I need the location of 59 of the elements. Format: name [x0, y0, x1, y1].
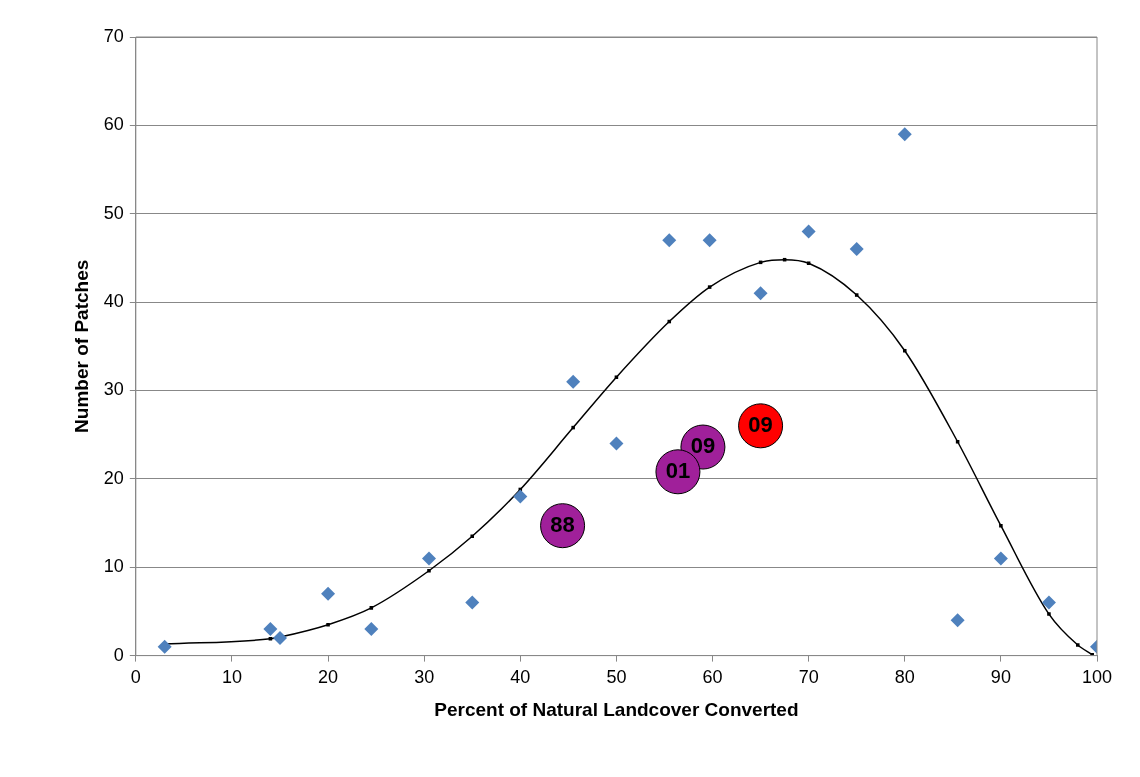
point	[753, 286, 768, 301]
point	[1076, 643, 1080, 647]
point	[903, 348, 907, 353]
series-label: 01	[665, 457, 691, 483]
x-tick-label: 0	[130, 667, 141, 688]
point	[427, 569, 431, 573]
point	[950, 613, 965, 628]
y-tick-label: 30	[103, 379, 124, 400]
point	[157, 639, 172, 654]
x-tick-label: 80	[894, 667, 915, 688]
y-tick-label: 0	[113, 644, 124, 665]
y-tick-label: 60	[103, 114, 124, 135]
y-tick-label: 40	[103, 291, 124, 312]
point	[465, 595, 480, 610]
y-tick-label: 70	[103, 25, 124, 46]
point	[993, 551, 1008, 566]
y-tick-label: 20	[103, 467, 124, 488]
point	[273, 630, 287, 645]
point	[806, 261, 811, 265]
point	[854, 293, 859, 297]
x-tick-label: 70	[798, 667, 819, 688]
point	[662, 233, 677, 248]
x-tick-label: 100	[1081, 667, 1113, 688]
point	[999, 523, 1003, 528]
point	[571, 425, 575, 430]
point	[849, 242, 864, 257]
point	[1047, 612, 1051, 616]
point	[321, 586, 336, 601]
point	[897, 127, 912, 142]
point	[364, 622, 379, 637]
point	[326, 622, 330, 627]
point	[609, 436, 624, 451]
x-tick-label: 10	[221, 667, 242, 688]
x-tick-label: 50	[606, 667, 627, 688]
point	[955, 439, 960, 444]
point	[702, 233, 717, 248]
point	[421, 551, 436, 566]
y-tick-label: 50	[103, 202, 124, 223]
x-axis-title: Percent of Natural Landcover Converted	[434, 698, 799, 720]
x-tick-label: 60	[702, 667, 723, 688]
point	[268, 637, 273, 641]
point	[801, 224, 816, 239]
x-tick-label: 30	[414, 667, 435, 688]
point	[263, 622, 278, 637]
series-label: 09	[748, 411, 773, 437]
point	[369, 606, 374, 610]
x-tick-label: 90	[990, 667, 1011, 688]
series-label: 09	[690, 433, 716, 459]
y-tick-label: 10	[103, 556, 124, 577]
point	[566, 374, 581, 389]
point	[470, 534, 474, 539]
point	[1041, 595, 1056, 610]
series-label: 88	[550, 511, 575, 537]
point	[707, 285, 712, 289]
y-axis-title: Number of Patches	[70, 259, 92, 433]
point	[513, 489, 528, 504]
x-tick-label: 20	[318, 667, 339, 688]
x-tick-label: 40	[510, 667, 531, 688]
point	[614, 375, 619, 379]
